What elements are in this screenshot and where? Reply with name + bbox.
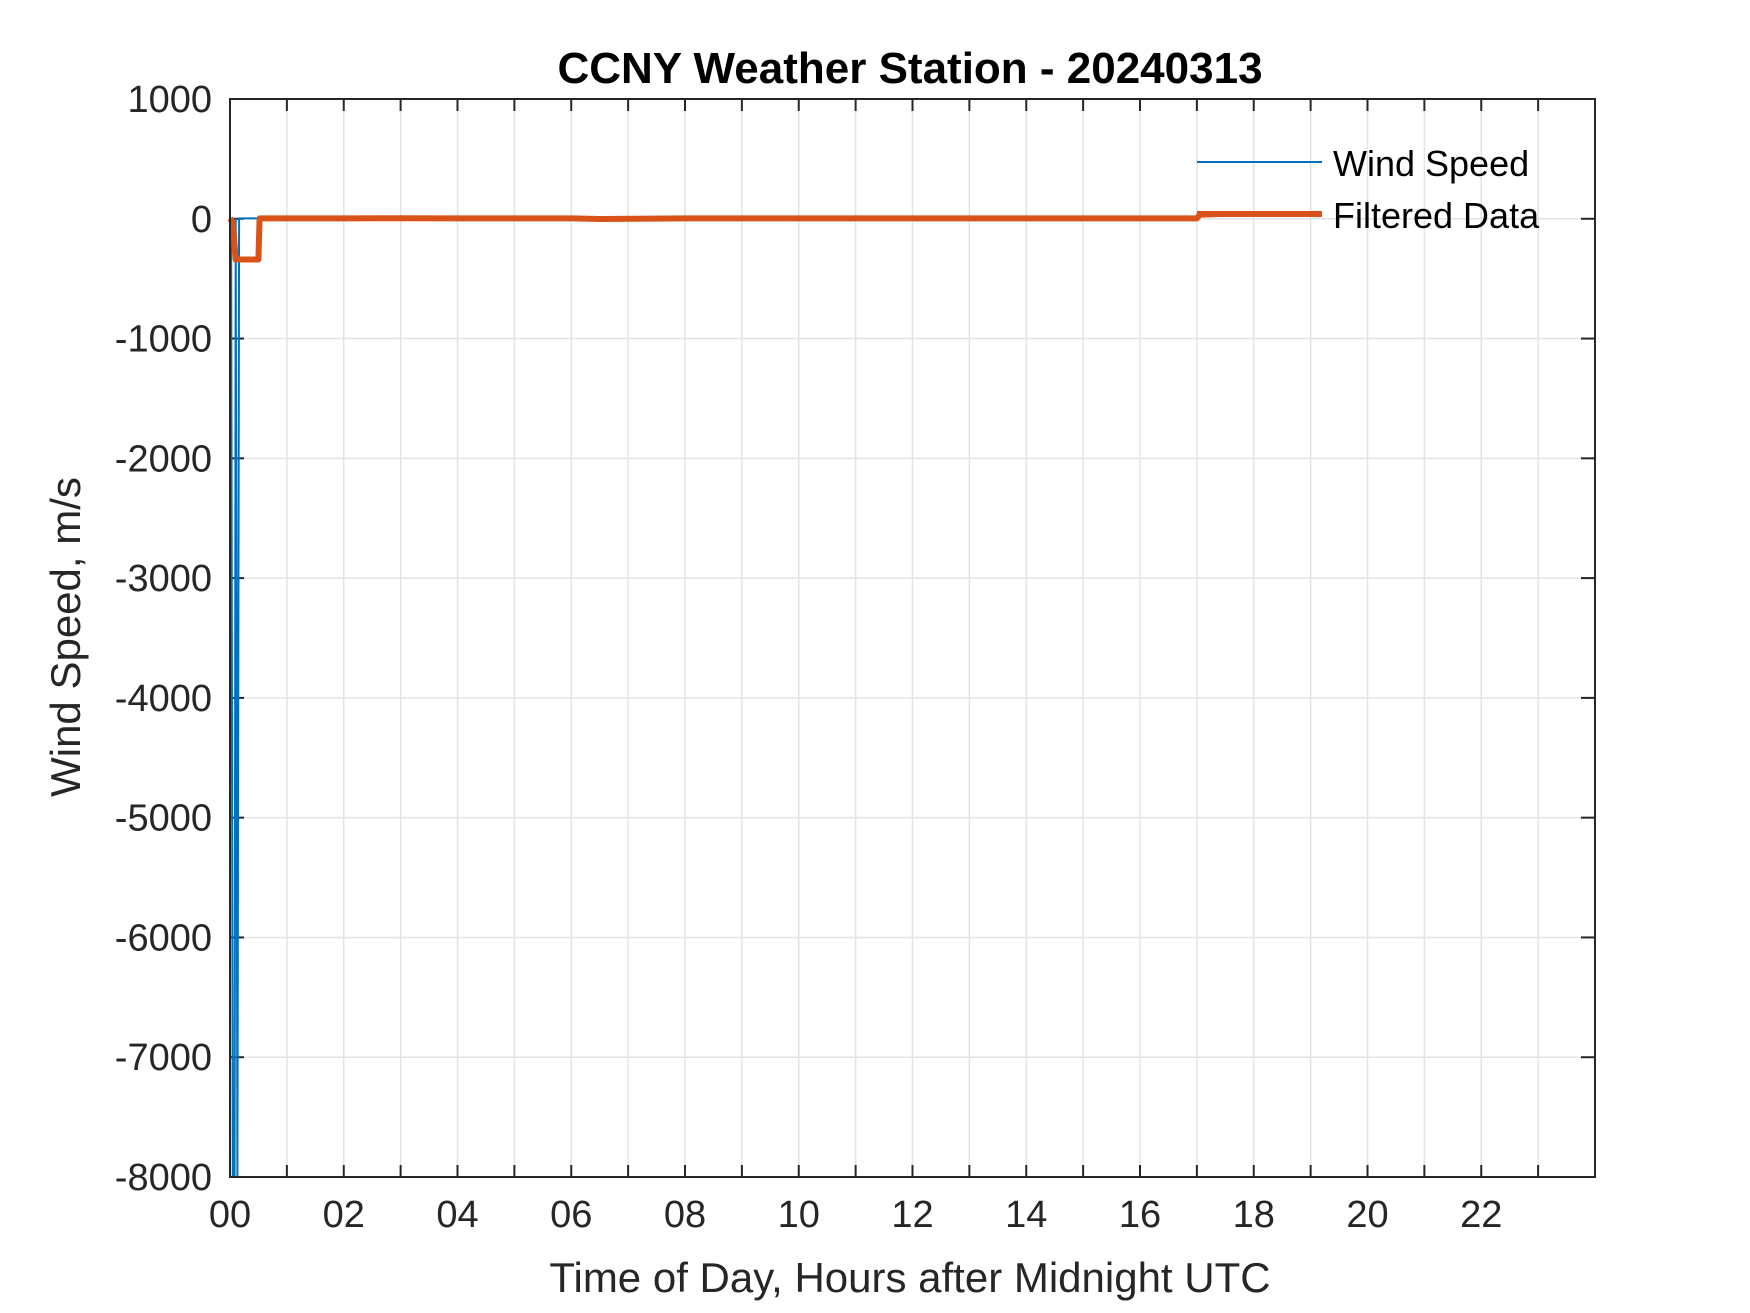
- y-axis-label: Wind Speed, m/s: [42, 477, 89, 797]
- y-tick-label: -3000: [115, 558, 212, 600]
- x-tick-label: 22: [1460, 1194, 1502, 1236]
- y-tick-label: -5000: [115, 798, 212, 840]
- y-tick-label: 1000: [127, 79, 212, 121]
- series-line-filtered-data: [227, 211, 1322, 263]
- x-tick-label: 08: [664, 1194, 706, 1236]
- y-tick-label: -4000: [115, 678, 212, 720]
- x-tick-label: 12: [891, 1194, 933, 1236]
- legend: Wind Speed Filtered Data: [1197, 143, 1540, 236]
- x-tick-label: 04: [436, 1194, 478, 1236]
- x-tick-label: 20: [1346, 1194, 1388, 1236]
- y-tick-label: -6000: [115, 917, 212, 959]
- y-tick-label: -8000: [115, 1157, 212, 1199]
- legend-label-filtered-data: Filtered Data: [1333, 195, 1540, 236]
- x-tick-label: 14: [1005, 1194, 1047, 1236]
- grid-lines: [230, 99, 1595, 1177]
- x-tick-label: 06: [550, 1194, 592, 1236]
- chart-title: CCNY Weather Station - 20240313: [557, 44, 1262, 93]
- x-tick-label: 00: [209, 1194, 251, 1236]
- plot-area: [227, 98, 1596, 1178]
- legend-label-wind-speed: Wind Speed: [1333, 143, 1529, 184]
- y-tick-label: 0: [191, 199, 212, 241]
- x-tick-label: 18: [1233, 1194, 1275, 1236]
- y-tick-labels: 1000 0 -1000 -2000 -3000 -4000 -5000 -6000 -7000…: [115, 79, 212, 1199]
- x-tick-label: 02: [323, 1194, 365, 1236]
- y-tick-label: -7000: [115, 1037, 212, 1079]
- y-tick-label: -2000: [115, 438, 212, 480]
- x-axis-label: Time of Day, Hours after Midnight UTC: [549, 1254, 1270, 1301]
- x-tick-label: 16: [1119, 1194, 1161, 1236]
- x-tick-labels: 00 02 04 06 08 10 12 14 16 18 20 22: [209, 1194, 1503, 1236]
- plot-frame: [229, 98, 1596, 1178]
- x-tick-label: 10: [778, 1194, 820, 1236]
- y-tick-label: -1000: [115, 319, 212, 361]
